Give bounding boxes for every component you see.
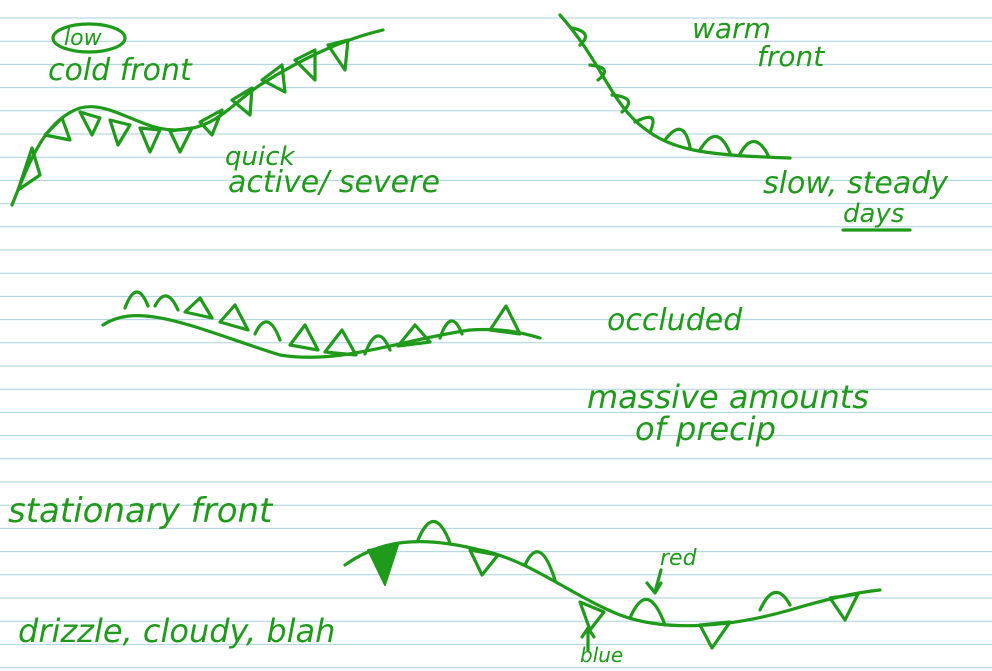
front-semicircle: [523, 550, 557, 582]
warm-front-desc-days: days: [843, 199, 904, 229]
occluded-section: occluded massive amounts of precip: [101, 290, 869, 448]
occluded-symbols: [123, 290, 522, 357]
front-semicircle: [438, 319, 464, 340]
stationary-desc: drizzle, cloudy, blah: [18, 612, 335, 650]
front-triangle: [396, 323, 432, 348]
stationary-symbols: [367, 519, 860, 650]
occluded-line: [101, 314, 542, 359]
front-semicircle: [698, 134, 732, 155]
low-scribble-circle: [51, 22, 127, 54]
front-triangle: [288, 323, 320, 352]
occluded-desc-precip: of precip: [635, 410, 776, 448]
stationary-line: [343, 539, 882, 628]
front-semicircle: [758, 590, 792, 612]
front-triangle: [293, 48, 317, 82]
cold-front-triangles: [16, 38, 350, 192]
front-triangle: [138, 126, 162, 154]
cold-front-desc-quick: quick: [225, 142, 296, 172]
occluded-desc-massive: massive amounts: [587, 378, 869, 416]
warm-front-label-warm: warm: [692, 12, 771, 45]
ruled-lines: [0, 17, 992, 669]
front-triangle: [183, 296, 214, 320]
red-arrow-icon: [645, 568, 663, 595]
front-semicircle: [628, 597, 667, 627]
front-triangle: [323, 328, 358, 357]
front-semicircle: [663, 127, 692, 149]
front-triangle: [43, 116, 72, 142]
front-triangle: [108, 118, 132, 147]
front-semicircle: [610, 93, 631, 114]
warm-front-desc-slow: slow, steady: [763, 166, 949, 201]
warm-front-semicircles: [570, 26, 770, 157]
front-triangle: [326, 38, 350, 72]
low-scribble-text: low: [64, 26, 103, 51]
front-semicircle: [416, 519, 452, 545]
cold-front-section: low cold front quick active/ severe: [10, 22, 440, 207]
stationary-label: stationary front: [8, 491, 274, 531]
front-triangle: [468, 548, 500, 577]
front-triangle: [168, 126, 194, 154]
occluded-label: occluded: [607, 303, 743, 338]
warm-front-section: warm front slow, steady days: [558, 12, 949, 232]
front-triangle: [78, 110, 102, 137]
warm-front-line: [558, 13, 792, 160]
front-semicircle: [738, 139, 770, 157]
warm-front-label-front: front: [757, 40, 825, 73]
front-semicircle: [123, 290, 150, 310]
front-semicircle: [588, 63, 606, 82]
cold-front-label: cold front: [48, 53, 193, 88]
front-semicircle: [253, 320, 282, 342]
front-triangle: [16, 146, 42, 192]
front-triangle: [198, 108, 224, 137]
front-triangle: [218, 303, 250, 332]
front-semicircle: [570, 26, 588, 47]
red-annotation: red: [660, 546, 698, 571]
front-triangle: [828, 592, 860, 622]
blue-arrow-icon: [580, 626, 596, 652]
front-semicircle: [363, 334, 392, 356]
front-triangle: [230, 86, 254, 117]
front-triangle: [698, 620, 732, 650]
front-semicircle: [153, 294, 180, 312]
front-triangle: [578, 600, 606, 632]
stationary-section: stationary front red blue drizzle, cloud…: [8, 491, 882, 667]
cold-front-desc-active: active/ severe: [228, 165, 440, 200]
front-semicircle: [633, 115, 655, 134]
front-triangle: [488, 304, 522, 336]
front-triangle: [260, 63, 287, 94]
front-triangle: [367, 544, 399, 586]
